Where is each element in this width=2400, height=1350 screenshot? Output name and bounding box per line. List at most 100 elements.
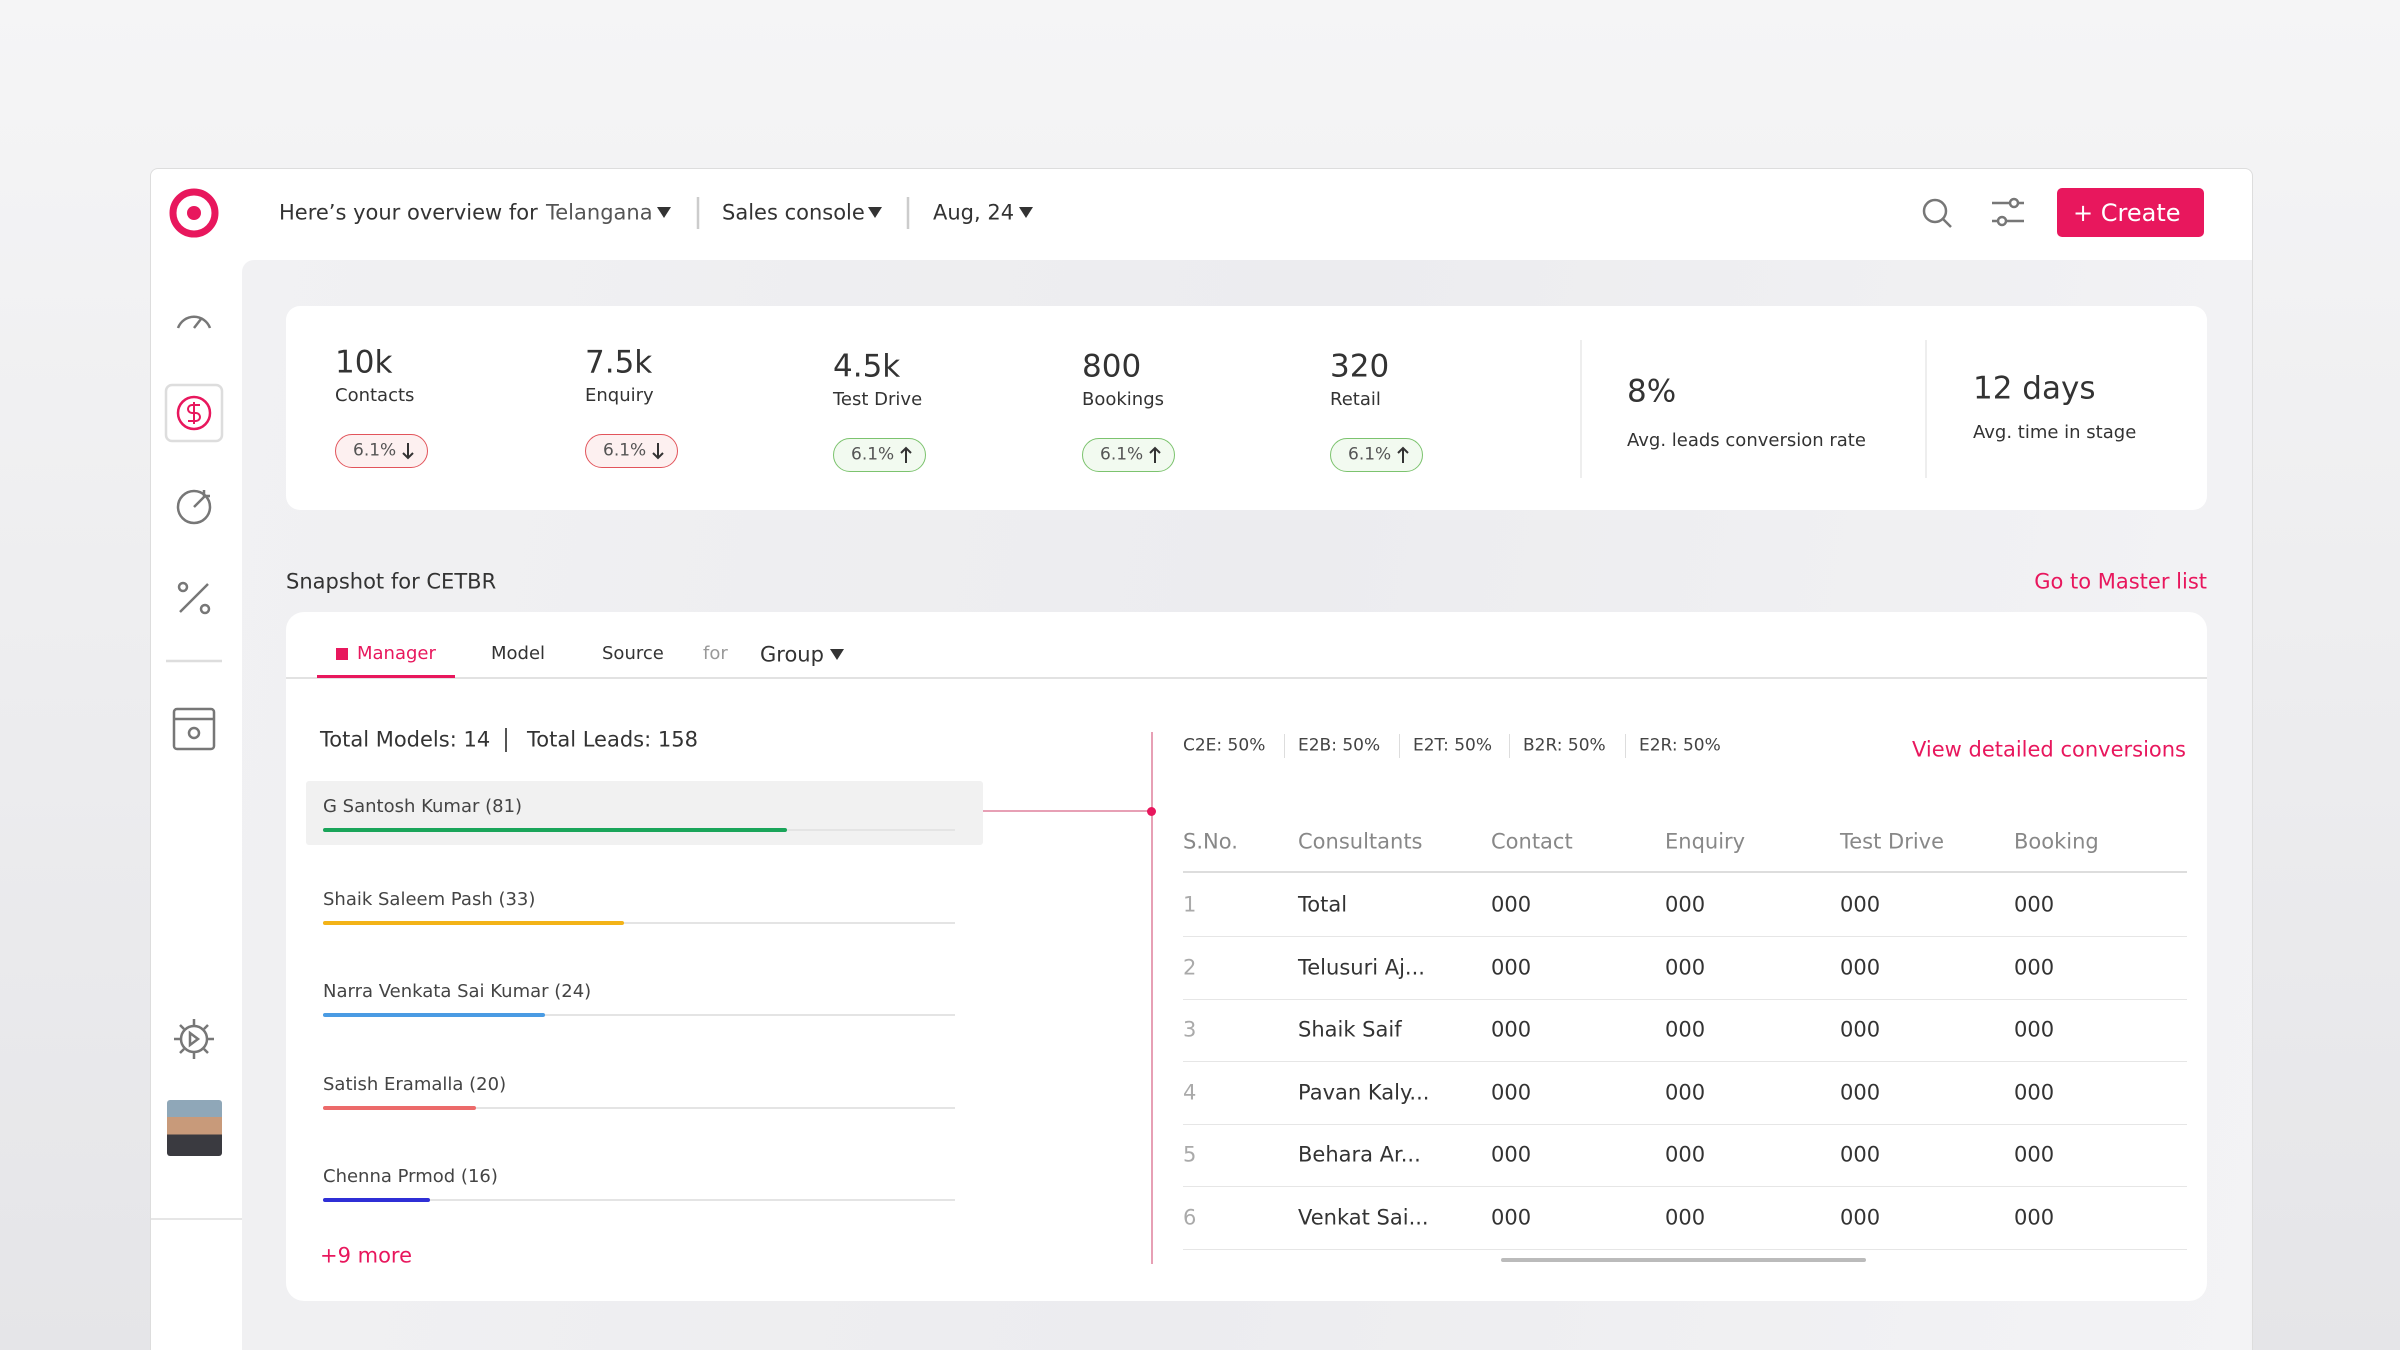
avatar[interactable] (167, 1100, 222, 1156)
manager-label[interactable]: Chenna Prmod (16) (323, 1166, 498, 1187)
manager-label[interactable]: G Santosh Kumar (81) (323, 796, 523, 817)
tab[interactable]: Manager (357, 643, 436, 664)
table-cell: 000 (2014, 955, 2055, 980)
target-icon[interactable] (176, 489, 212, 525)
table-cell: Shaik Saif (1298, 1017, 1402, 1042)
table-cell: 000 (1840, 1142, 1881, 1167)
trend-arrow (652, 443, 664, 460)
connector (983, 810, 1151, 812)
stat-value: 320 (1330, 348, 1390, 385)
row-line (1183, 1249, 2187, 1250)
conversion: B2R: 50% (1523, 735, 1606, 756)
divider (1925, 340, 1927, 478)
create-label[interactable]: + Create (2073, 199, 2181, 227)
bar (323, 1013, 545, 1017)
filter-icon[interactable] (1992, 201, 2024, 223)
table-cell: 6 (1183, 1205, 1197, 1230)
period[interactable]: Aug, 24 (933, 200, 1015, 225)
divider (1580, 340, 1582, 478)
conversion: E2R: 50% (1639, 735, 1721, 756)
change-value: 6.1% (1348, 444, 1392, 465)
sidebar (151, 260, 242, 1220)
conversion: C2E: 50% (1183, 735, 1266, 756)
summary-label: Avg. time in stage (1973, 422, 2137, 443)
manager-label[interactable]: Narra Venkata Sai Kumar (24) (323, 981, 592, 1002)
dashboard-icon[interactable] (176, 315, 212, 329)
row-line (1183, 1186, 2187, 1188)
caret[interactable] (868, 207, 882, 218)
table-cell: 000 (2014, 1142, 2055, 1167)
trend-arrow (900, 446, 912, 463)
caret[interactable] (657, 207, 671, 218)
table-cell: 000 (1665, 1080, 1706, 1105)
change-value: 6.1% (353, 440, 397, 461)
table-cell: 000 (1665, 1017, 1706, 1042)
snapshot-title: Snapshot for CETBR (286, 569, 497, 594)
change-badge (335, 434, 428, 468)
bar-track (323, 1107, 955, 1109)
bar (323, 1106, 476, 1110)
table-cell: 1 (1183, 892, 1197, 917)
table-cell: 4 (1183, 1080, 1197, 1105)
caret[interactable] (1019, 207, 1033, 218)
table-cell: 000 (1491, 892, 1532, 917)
snapshot-card (286, 612, 2207, 1301)
change-badge (833, 438, 926, 472)
column-header: Contact (1491, 829, 1573, 854)
stat-label: Contacts (335, 385, 415, 406)
column-header: Test Drive (1840, 829, 1945, 854)
stat-label: Retail (1330, 389, 1381, 410)
row-line (1183, 1123, 2187, 1125)
manager-label[interactable]: Shaik Saleem Pash (33) (323, 889, 536, 910)
region[interactable]: Telangana (546, 200, 653, 225)
view-link[interactable]: View detailed conversions (1911, 737, 2186, 762)
row-highlight (306, 781, 983, 845)
table-cell: Total (1298, 892, 1348, 917)
table-cell: 000 (1491, 1205, 1532, 1230)
stats-card (286, 306, 2207, 510)
active-dot (336, 648, 348, 660)
summary-value: 8% (1627, 373, 1677, 410)
console[interactable]: Sales console (722, 200, 865, 225)
table-cell: 000 (2014, 1017, 2055, 1042)
bar-track (323, 1199, 955, 1201)
table-cell: Venkat Sai... (1298, 1205, 1429, 1230)
trend-arrow (1149, 446, 1161, 463)
change-value: 6.1% (603, 440, 647, 461)
settings-icon[interactable] (179, 1024, 209, 1054)
manager-label[interactable]: Satish Eramalla (20) (323, 1074, 507, 1095)
stat-value: 10k (335, 344, 393, 381)
calendar-icon[interactable] (172, 707, 216, 751)
percent-icon[interactable] (179, 583, 209, 613)
timeline (1151, 732, 1153, 1264)
create-button[interactable] (2057, 188, 2204, 237)
row-line (1183, 1061, 2187, 1063)
overview-label: Here’s your overview for (279, 200, 538, 225)
table-cell: 000 (1491, 1017, 1532, 1042)
tab[interactable]: Source (602, 643, 664, 664)
table-cell: 000 (1840, 892, 1881, 917)
column-header: Consultants (1298, 829, 1423, 854)
search-icon[interactable] (1922, 198, 1948, 224)
table-cell: 000 (1840, 1017, 1881, 1042)
stat-label: Enquiry (585, 385, 654, 406)
group[interactable]: Group (760, 642, 824, 667)
table-cell: Telusuri Aj... (1298, 955, 1425, 980)
table-cell: 2 (1183, 955, 1197, 980)
caret[interactable] (830, 649, 844, 660)
trend-arrow (1397, 446, 1409, 463)
master-link[interactable]: Go to Master list (2034, 569, 2207, 594)
header-line (1183, 871, 2187, 873)
conversion: E2B: 50% (1298, 735, 1381, 756)
scrollbar[interactable] (1501, 1258, 1866, 1262)
table-cell: 000 (2014, 1080, 2055, 1105)
row-line (1183, 936, 2187, 937)
active-tab-underline (317, 675, 455, 678)
conversion: E2T: 50% (1413, 735, 1492, 756)
table-cell: Pavan Kaly... (1298, 1080, 1430, 1105)
table-cell: 000 (1491, 955, 1532, 980)
more-link[interactable]: +9 more (320, 1243, 413, 1268)
tab[interactable]: Model (491, 643, 546, 664)
bar (323, 921, 624, 925)
